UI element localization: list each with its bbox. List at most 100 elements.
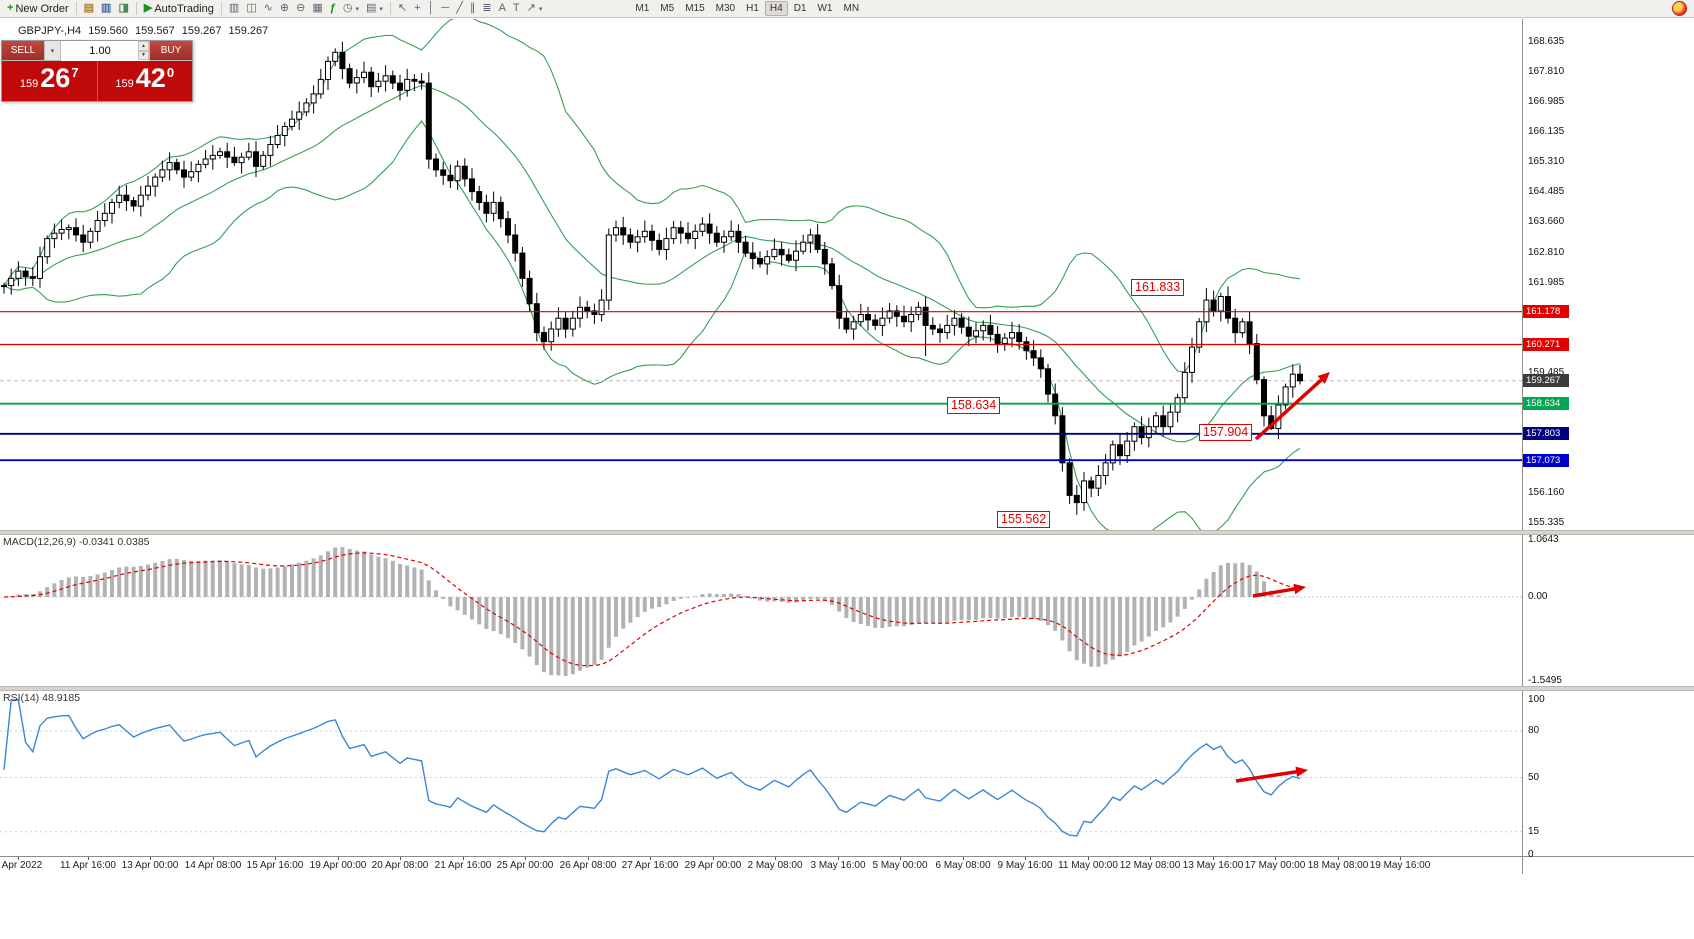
chart-macd-splitter[interactable] xyxy=(0,530,1694,535)
fibonacci-icon-button[interactable]: ≣ xyxy=(479,1,494,16)
line-chart-icon-button[interactable]: ∿ xyxy=(261,1,276,16)
time-tick xyxy=(1338,857,1339,860)
toolbar-separator xyxy=(220,2,222,15)
crosshair-icon: + xyxy=(414,2,421,14)
rsi-canvas[interactable] xyxy=(0,689,1522,856)
bollinger-middle-band xyxy=(3,84,1301,443)
volume-spinner: ▲ ▼ xyxy=(138,41,149,60)
time-axis-label: 3 May 16:00 xyxy=(810,860,866,871)
time-tick xyxy=(963,857,964,860)
buy-button[interactable]: BUY xyxy=(150,41,192,60)
volume-input[interactable] xyxy=(61,41,149,61)
chevron-down-icon: ▾ xyxy=(355,5,359,13)
price-annotation[interactable]: 158.634 xyxy=(947,397,1001,414)
timeframe-m15[interactable]: M15 xyxy=(685,3,705,14)
time-tick xyxy=(338,857,339,860)
time-axis[interactable]: 8 Apr 2022 11 Apr 16:00 13 Apr 00:00 14 Apr… xyxy=(0,856,1694,875)
periods-icon-button[interactable]: ◷ ▾ xyxy=(340,1,362,16)
time-tick xyxy=(275,857,276,860)
time-tick xyxy=(1213,857,1214,860)
vertical-line-icon: │ xyxy=(427,2,435,14)
autotrading-button[interactable]: ▶ AutoTrading xyxy=(141,1,217,16)
community-icon[interactable] xyxy=(1672,1,1687,16)
zoom-in-icon-button[interactable]: ⊕ xyxy=(277,1,292,16)
ask-price[interactable]: 159 42 0 xyxy=(96,61,192,101)
candlestick-chart-icon-button[interactable]: ◫ xyxy=(243,1,259,16)
time-axis-label: 19 Apr 00:00 xyxy=(309,860,367,871)
trade-controls-row: SELL ▾ ▲ ▼ BUY xyxy=(2,41,192,61)
macd-values: -0.0341 0.0385 xyxy=(78,536,150,548)
arrows-icon: ↗ xyxy=(526,2,536,14)
price-chart-canvas[interactable] xyxy=(0,19,1522,530)
macd-name: MACD(12,26,9) xyxy=(3,536,76,548)
rsi-label: RSI(14) 48.9185 xyxy=(3,692,80,704)
trade-options-dropdown[interactable]: ▾ xyxy=(44,41,61,60)
time-axis-label: 18 May 08:00 xyxy=(1307,860,1369,871)
crosshair-icon-button[interactable]: + xyxy=(411,1,423,16)
cursor-icon-button[interactable]: ↖ xyxy=(395,1,410,16)
label-icon-button[interactable]: T xyxy=(510,1,523,16)
time-axis-label: 27 Apr 16:00 xyxy=(621,860,679,871)
trendline-icon-button[interactable]: ╱ xyxy=(453,1,466,16)
time-axis-label: 14 Apr 08:00 xyxy=(184,860,242,871)
macd-panel: MACD(12,26,9) -0.0341 0.0385 xyxy=(0,533,1694,686)
time-axis-label: 26 Apr 08:00 xyxy=(559,860,617,871)
macd-canvas[interactable] xyxy=(0,533,1522,686)
periods-icon: ◷ xyxy=(342,2,353,14)
timeframe-h4[interactable]: H4 xyxy=(764,1,788,16)
timeframe-buttons: M1 M5 M15 M30 H1 H4 D1 W1 MN xyxy=(630,1,864,16)
time-axis-label: 6 May 08:00 xyxy=(935,860,991,871)
data-window-icon-button[interactable]: ◨ xyxy=(115,1,131,16)
trend-arrow[interactable] xyxy=(1235,766,1308,783)
indicators-icon-button[interactable]: ƒ xyxy=(327,1,339,16)
macd-rsi-splitter[interactable] xyxy=(0,686,1694,691)
zoom-out-icon-button[interactable]: ⊖ xyxy=(293,1,308,16)
vertical-line-icon-button[interactable]: │ xyxy=(425,1,438,16)
price-annotation[interactable]: 161.833 xyxy=(1131,279,1185,296)
time-axis-label: 11 May 00:00 xyxy=(1058,860,1118,871)
sell-button[interactable]: SELL xyxy=(2,41,44,60)
timeframe-m5[interactable]: M5 xyxy=(660,3,675,14)
horizontal-line-icon-button[interactable]: ─ xyxy=(438,1,452,16)
chevron-down-icon: ▾ xyxy=(379,5,383,13)
price-annotation[interactable]: 155.562 xyxy=(997,511,1051,528)
templates-icon-button[interactable]: ▤ ▾ xyxy=(363,1,386,16)
profiles-icon: ▤ xyxy=(83,2,95,14)
timeframe-h1[interactable]: H1 xyxy=(746,3,759,14)
bar-chart-icon-button[interactable]: ▥ xyxy=(226,1,242,16)
new-order-button[interactable]: + New Order xyxy=(4,1,72,16)
one-click-trading-widget: SELL ▾ ▲ ▼ BUY 159 26 7 159 42 0 xyxy=(1,40,193,102)
market-watch-icon-button[interactable]: ▥ xyxy=(98,1,114,16)
main-toolbar: + New Order ▤ ▥ ◨ ▶ AutoTrading ▥ ◫ ∿ ⊕ ⊖ ▦ ƒ ◷ ▾ ▤… xyxy=(0,0,1694,18)
profiles-icon-button[interactable]: ▤ xyxy=(81,1,97,16)
rsi-name: RSI(14) xyxy=(3,692,40,704)
volume-down-button[interactable]: ▼ xyxy=(138,50,149,60)
trade-prices-row: 159 26 7 159 42 0 xyxy=(2,61,192,101)
ohlc-high: 159.567 xyxy=(134,25,175,37)
time-axis-label: 8 Apr 2022 xyxy=(0,860,43,871)
timeframe-m30[interactable]: M30 xyxy=(715,3,736,14)
volume-up-button[interactable]: ▲ xyxy=(138,41,149,51)
text-icon-button[interactable]: A xyxy=(496,1,509,16)
tile-windows-icon-button[interactable]: ▦ xyxy=(309,1,325,16)
arrows-icon-button[interactable]: ↗ ▾ xyxy=(524,1,546,16)
rsi-line xyxy=(3,699,1301,837)
bid-price[interactable]: 159 26 7 xyxy=(2,61,97,101)
time-axis-label: 15 Apr 16:00 xyxy=(246,860,304,871)
toolbar-chart-icons: ▥ ◫ ∿ ⊕ ⊖ ▦ ƒ ◷ ▾ ▤ ▾ xyxy=(226,1,386,16)
timeframe-d1[interactable]: D1 xyxy=(793,3,807,14)
time-tick xyxy=(400,857,401,860)
new-order-icon: + xyxy=(7,2,14,14)
timeframe-m1[interactable]: M1 xyxy=(635,3,650,14)
price-annotation[interactable]: 157.904 xyxy=(1199,424,1253,441)
timeframe-w1[interactable]: W1 xyxy=(817,3,833,14)
timeframe-mn[interactable]: MN xyxy=(843,3,860,14)
channel-icon-button[interactable]: ∥ xyxy=(467,1,479,16)
time-tick xyxy=(1088,857,1089,860)
autotrading-label: AutoTrading xyxy=(154,2,214,15)
trend-arrow[interactable] xyxy=(1252,583,1306,598)
indicators-icon: ƒ xyxy=(329,2,336,14)
time-tick xyxy=(900,857,901,860)
trend-arrow[interactable] xyxy=(1254,372,1330,441)
rsi-value: 48.9185 xyxy=(42,692,81,704)
